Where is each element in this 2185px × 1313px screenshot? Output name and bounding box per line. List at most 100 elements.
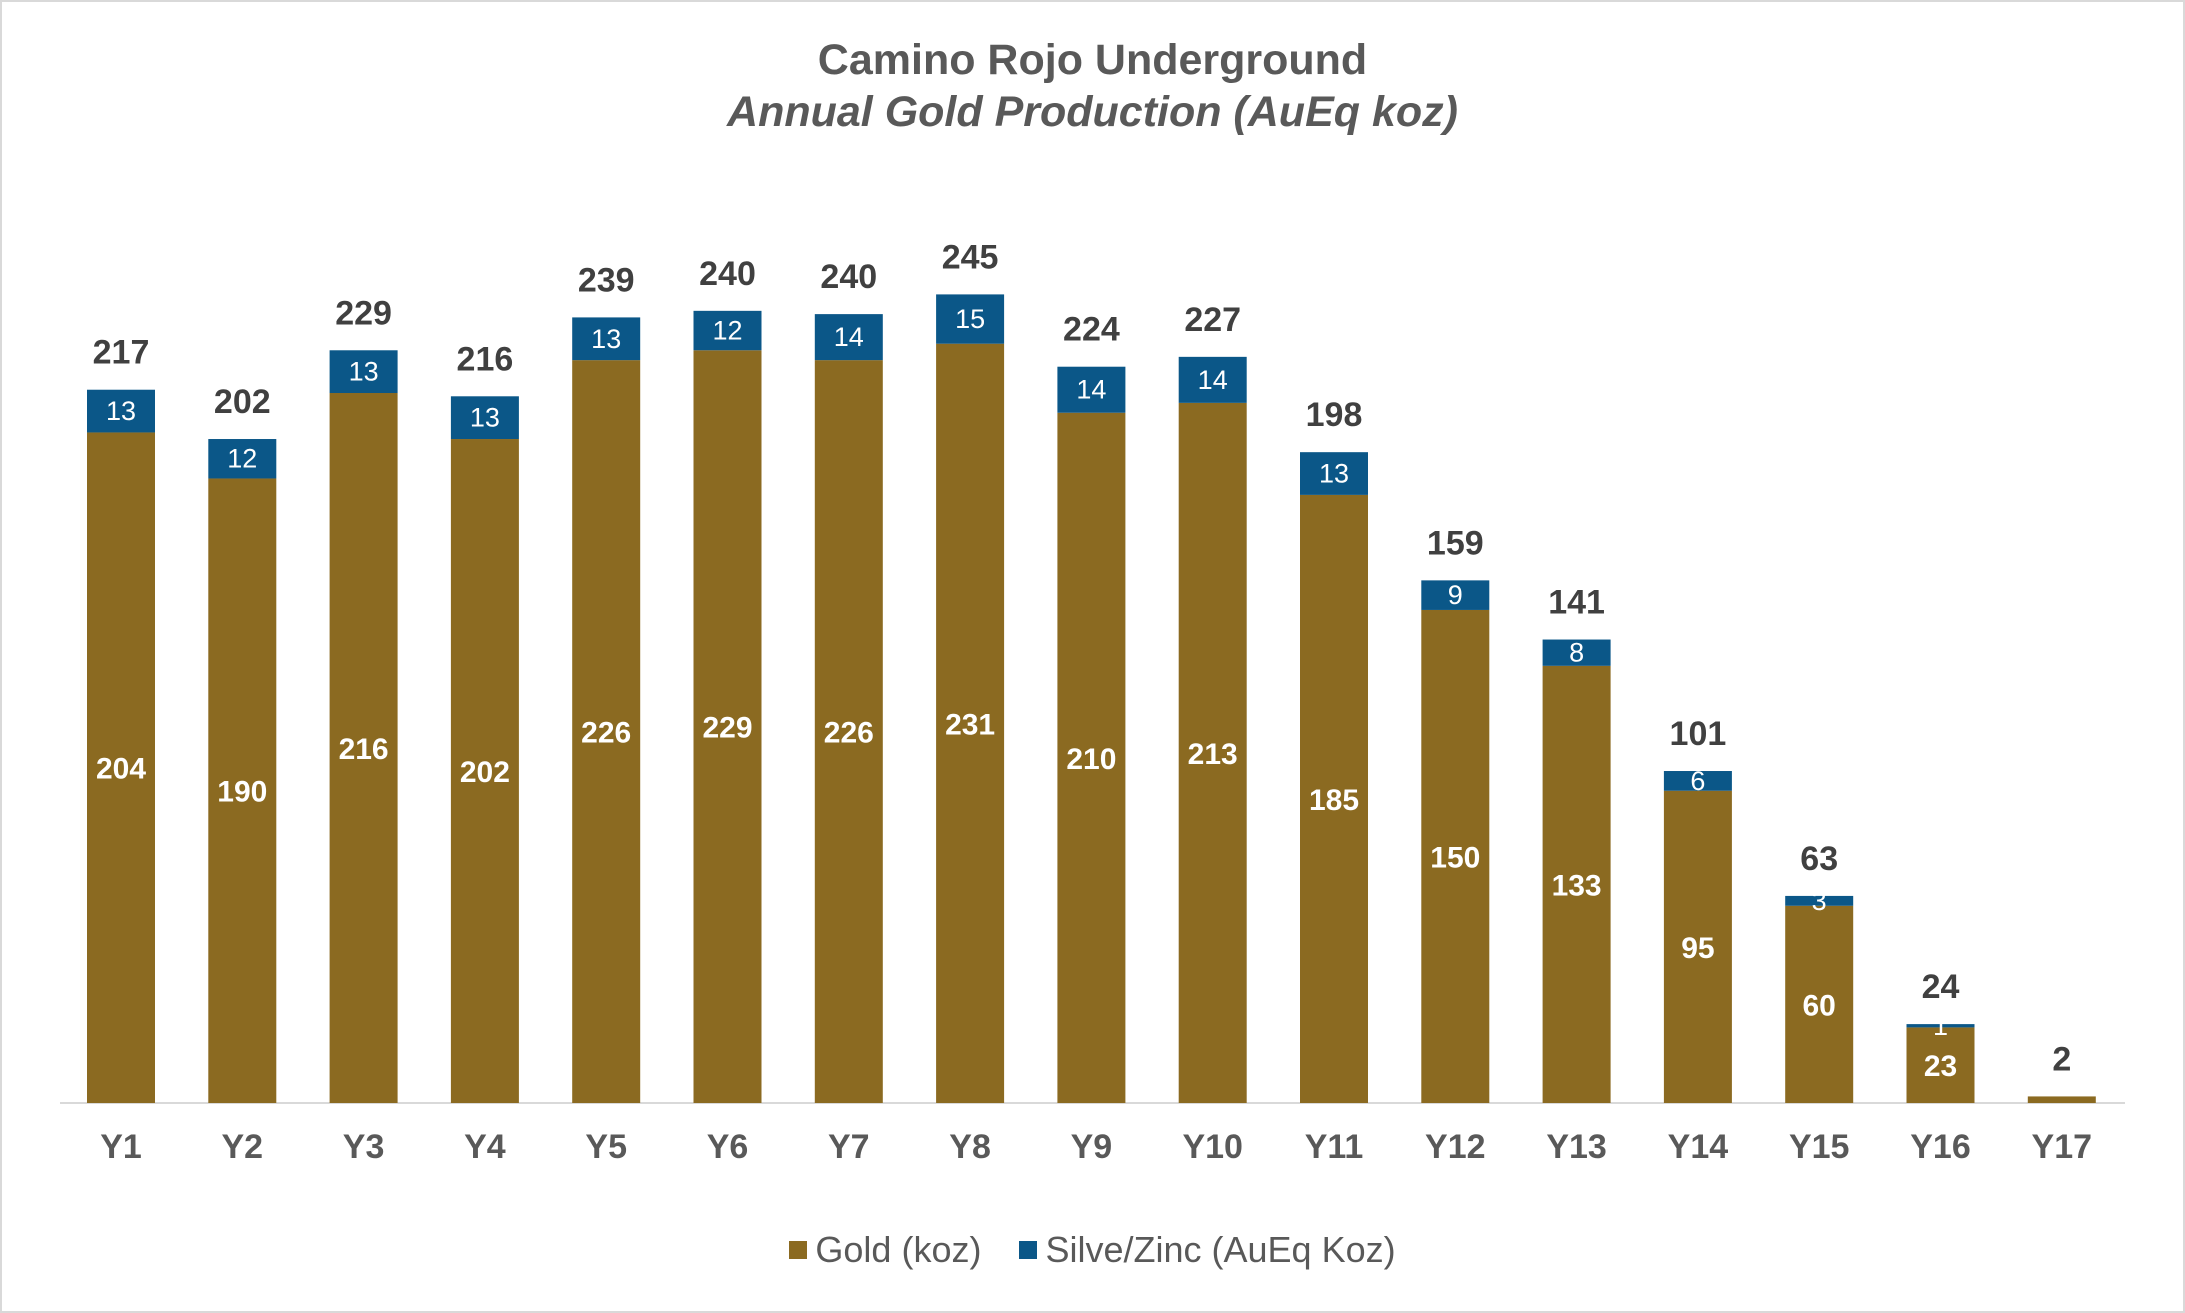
x-tick-label-Y11: Y11 <box>1305 1128 1364 1166</box>
total-label-Y7: 240 <box>820 258 877 296</box>
data-label-gold-Y6: 229 <box>702 712 752 745</box>
data-label-silver-zinc-Y11: 13 <box>1319 459 1349 489</box>
bar-silver-zinc-Y8 <box>936 294 1005 344</box>
bar-silver-zinc-Y2 <box>208 439 277 479</box>
data-label-gold-Y14: 95 <box>1681 932 1714 965</box>
bar-gold-Y6 <box>693 350 762 1104</box>
bar-silver-zinc-Y13 <box>1542 639 1611 666</box>
data-label-gold-Y9: 210 <box>1066 743 1116 776</box>
data-label-gold-Y15: 60 <box>1803 989 1836 1022</box>
x-tick-label-Y6: Y6 <box>707 1128 749 1166</box>
data-label-silver-zinc-Y2: 12 <box>227 444 257 474</box>
chart-subtitle: Annual Gold Production (AuEq koz) <box>727 88 1458 136</box>
total-label-Y4: 216 <box>457 340 514 378</box>
data-label-gold-Y5: 226 <box>581 717 631 750</box>
data-label-silver-zinc-Y12: 9 <box>1448 580 1463 610</box>
total-label-Y8: 245 <box>942 238 999 276</box>
data-label-gold-Y8: 231 <box>945 708 995 741</box>
bar-gold-Y10 <box>1178 402 1247 1103</box>
bar-silver-zinc-Y5 <box>572 317 641 361</box>
bar-gold-Y4 <box>450 439 519 1103</box>
x-tick-label-Y16: Y16 <box>1910 1128 1971 1166</box>
total-label-Y3: 229 <box>335 294 392 332</box>
data-label-silver-zinc-Y8: 15 <box>955 304 985 334</box>
bar-silver-zinc-Y3 <box>329 350 398 394</box>
bar-silver-zinc-Y9 <box>1057 366 1126 413</box>
bar-gold-Y5 <box>572 360 641 1103</box>
bar-gold-Y16 <box>1906 1027 1975 1103</box>
bar-gold-Y12 <box>1421 609 1490 1103</box>
x-tick-label-Y17: Y17 <box>2032 1128 2093 1166</box>
bar-silver-zinc-Y11 <box>1300 452 1368 495</box>
data-label-gold-Y13: 133 <box>1552 869 1602 902</box>
total-label-Y12: 159 <box>1427 524 1484 562</box>
x-tick-label-Y15: Y15 <box>1789 1128 1850 1166</box>
total-label-Y1: 217 <box>93 334 150 372</box>
x-tick-label-Y8: Y8 <box>949 1128 991 1166</box>
bar-gold-Y7 <box>814 360 883 1103</box>
data-label-gold-Y4: 202 <box>460 756 510 789</box>
legend: Gold (koz) Silve/Zinc (AuEq Koz) <box>0 1226 2185 1271</box>
total-label-Y6: 240 <box>699 255 756 293</box>
data-label-gold-Y1: 204 <box>96 753 146 786</box>
bar-silver-zinc-Y15 <box>1785 895 1854 906</box>
x-tick-label-Y5: Y5 <box>585 1128 627 1166</box>
data-label-gold-Y11: 185 <box>1309 784 1359 817</box>
total-label-Y17: 2 <box>2052 1040 2071 1078</box>
bar-gold-Y3 <box>329 393 398 1103</box>
x-tick-label-Y3: Y3 <box>343 1128 385 1166</box>
legend-item-silver-zinc: Silve/Zinc (AuEq Koz) <box>1019 1229 1396 1271</box>
x-tick-label-Y10: Y10 <box>1182 1128 1243 1166</box>
data-label-silver-zinc-Y3: 13 <box>349 357 379 387</box>
data-label-gold-Y16: 23 <box>1924 1050 1957 1083</box>
total-label-Y5: 239 <box>578 261 635 299</box>
legend-swatch-gold <box>789 1241 808 1259</box>
bar-gold-Y1 <box>87 432 155 1103</box>
x-tick-label-Y4: Y4 <box>464 1128 506 1166</box>
bar-gold-Y11 <box>1300 494 1368 1103</box>
bar-gold-Y2 <box>208 478 277 1104</box>
x-tick-label-Y7: Y7 <box>828 1128 870 1166</box>
total-label-Y9: 224 <box>1063 311 1120 349</box>
bar-gold-Y8 <box>936 343 1005 1103</box>
bar-gold-Y17 <box>2027 1096 2096 1103</box>
data-label-gold-Y3: 216 <box>339 733 389 766</box>
data-label-silver-zinc-Y4: 13 <box>470 403 500 433</box>
data-label-silver-zinc-Y14: 6 <box>1690 766 1705 796</box>
data-label-silver-zinc-Y9: 14 <box>1076 375 1106 405</box>
x-tick-label-Y13: Y13 <box>1546 1128 1607 1166</box>
bar-silver-zinc-Y10 <box>1178 356 1247 403</box>
legend-item-gold: Gold (koz) <box>789 1229 981 1271</box>
legend-swatch-silver-zinc <box>1019 1241 1038 1259</box>
bar-silver-zinc-Y14 <box>1663 771 1732 791</box>
data-label-silver-zinc-Y16: 1 <box>1933 1011 1948 1041</box>
total-label-Y10: 227 <box>1184 301 1241 339</box>
total-label-Y13: 141 <box>1548 584 1605 622</box>
bar-silver-zinc-Y4 <box>450 396 519 440</box>
data-label-gold-Y12: 150 <box>1430 841 1480 874</box>
data-label-silver-zinc-Y6: 12 <box>712 316 742 346</box>
data-label-silver-zinc-Y5: 13 <box>591 324 621 354</box>
bar-gold-Y13 <box>1542 665 1611 1103</box>
data-label-gold-Y7: 226 <box>824 717 874 750</box>
x-tick-label-Y2: Y2 <box>222 1128 264 1166</box>
total-label-Y2: 202 <box>214 383 271 421</box>
bar-silver-zinc-Y6 <box>693 310 762 351</box>
data-label-silver-zinc-Y1: 13 <box>106 396 136 426</box>
data-label-silver-zinc-Y7: 14 <box>834 322 864 352</box>
legend-label-gold: Gold (koz) <box>815 1229 982 1270</box>
data-label-gold-Y2: 190 <box>217 776 267 809</box>
data-label-gold-Y10: 213 <box>1188 738 1238 771</box>
bar-silver-zinc-Y16 <box>1906 1024 1975 1028</box>
bar-gold-Y15 <box>1785 905 1854 1103</box>
x-tick-label-Y1: Y1 <box>100 1128 142 1166</box>
x-tick-label-Y12: Y12 <box>1425 1128 1486 1166</box>
x-tick-label-Y9: Y9 <box>1071 1128 1113 1166</box>
bar-gold-Y14 <box>1663 790 1732 1103</box>
bar-silver-zinc-Y12 <box>1421 580 1490 610</box>
data-label-silver-zinc-Y15: 3 <box>1812 886 1827 916</box>
bar-gold-Y9 <box>1057 412 1126 1104</box>
bar-silver-zinc-Y7 <box>814 314 883 361</box>
data-label-silver-zinc-Y10: 14 <box>1198 365 1228 395</box>
